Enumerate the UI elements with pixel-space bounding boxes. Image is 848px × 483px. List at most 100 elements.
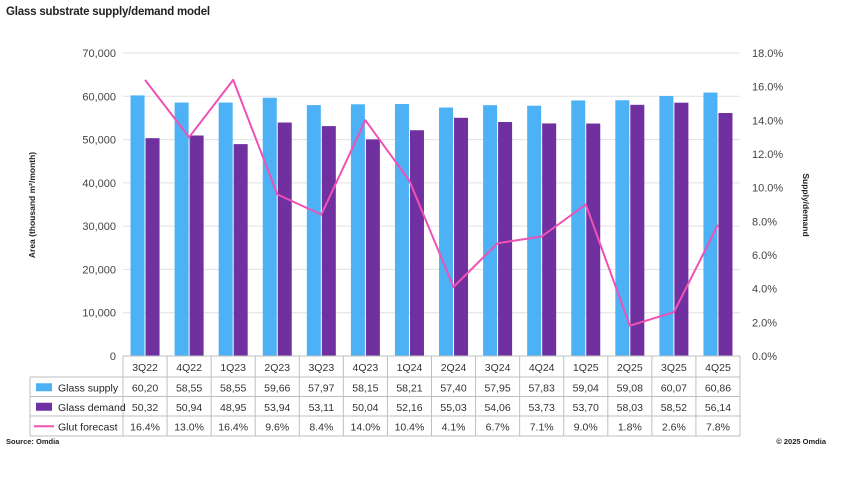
data-label: 58,15 bbox=[352, 382, 378, 394]
bar-glass-demand bbox=[586, 123, 601, 356]
copyright-note: © 2025 Omdia bbox=[776, 437, 826, 446]
y2-tick-label: 4.0% bbox=[752, 284, 777, 296]
bar-glass-demand bbox=[674, 102, 689, 356]
data-label: 59,04 bbox=[573, 382, 599, 394]
bar-glass-demand bbox=[498, 121, 513, 356]
bar-glass-demand bbox=[189, 135, 204, 356]
bar-glass-supply bbox=[527, 105, 542, 356]
y2-tick-label: 6.0% bbox=[752, 250, 777, 262]
bar-glass-supply bbox=[218, 102, 233, 357]
data-label: 58,55 bbox=[220, 382, 246, 394]
y-tick-label: 30,000 bbox=[82, 221, 116, 233]
y-tick-label: 10,000 bbox=[82, 308, 116, 320]
bar-glass-supply bbox=[483, 105, 498, 356]
data-label: 53,73 bbox=[529, 402, 555, 414]
y2-tick-label: 10.0% bbox=[752, 183, 783, 195]
legend-glut-forecast-label: Glut forecast bbox=[58, 421, 118, 433]
x-tick-label: 3Q23 bbox=[308, 362, 334, 374]
data-label: 57,97 bbox=[308, 382, 334, 394]
x-tick-label: 4Q24 bbox=[529, 362, 555, 374]
data-label: 50,32 bbox=[132, 402, 158, 414]
legend-glass-supply-key bbox=[36, 383, 52, 392]
bar-glass-demand bbox=[145, 138, 160, 356]
data-label: 53,94 bbox=[264, 402, 290, 414]
y2-tick-label: 12.0% bbox=[752, 149, 783, 161]
bar-glass-supply bbox=[394, 104, 409, 356]
x-tick-label: 3Q22 bbox=[132, 362, 158, 374]
data-label: 60,20 bbox=[132, 382, 158, 394]
data-label: 53,70 bbox=[573, 402, 599, 414]
data-label: 2.6% bbox=[662, 421, 686, 433]
data-label: 10.4% bbox=[395, 421, 425, 433]
bar-glass-supply bbox=[615, 100, 630, 356]
x-tick-label: 4Q25 bbox=[705, 362, 731, 374]
data-label: 7.8% bbox=[706, 421, 730, 433]
y-tick-label: 50,000 bbox=[82, 135, 116, 147]
data-label: 58,52 bbox=[661, 402, 687, 414]
y2-tick-label: 16.0% bbox=[752, 82, 783, 94]
x-tick-label: 4Q23 bbox=[353, 362, 379, 374]
data-label: 50,94 bbox=[176, 402, 202, 414]
data-label: 56,14 bbox=[705, 402, 731, 414]
legend-glass-demand-label: Glass demand bbox=[58, 402, 126, 414]
y-tick-label: 60,000 bbox=[82, 91, 116, 103]
y-tick-label: 40,000 bbox=[82, 178, 116, 190]
data-label: 52,16 bbox=[396, 402, 422, 414]
data-label: 7.1% bbox=[530, 421, 554, 433]
data-label: 9.0% bbox=[574, 421, 598, 433]
data-label: 58,21 bbox=[396, 382, 422, 394]
bar-glass-demand bbox=[277, 122, 292, 357]
y-tick-label: 0 bbox=[110, 351, 116, 363]
x-tick-label: 2Q24 bbox=[441, 362, 467, 374]
x-tick-label: 2Q25 bbox=[617, 362, 643, 374]
data-label: 4.1% bbox=[442, 421, 466, 433]
bar-glass-supply bbox=[306, 105, 321, 356]
bar-glass-supply bbox=[350, 104, 365, 356]
data-label: 8.4% bbox=[309, 421, 333, 433]
data-label: 58,55 bbox=[176, 382, 202, 394]
data-label: 60,07 bbox=[661, 382, 687, 394]
data-label: 57,95 bbox=[484, 382, 510, 394]
bar-glass-supply bbox=[659, 95, 674, 356]
data-label: 16.4% bbox=[218, 421, 248, 433]
data-label: 48,95 bbox=[220, 402, 246, 414]
y2-tick-label: 18.0% bbox=[752, 48, 783, 60]
data-label: 14.0% bbox=[351, 421, 381, 433]
data-label: 16.4% bbox=[130, 421, 160, 433]
x-tick-label: 4Q22 bbox=[176, 362, 202, 374]
bar-glass-demand bbox=[454, 117, 469, 357]
bar-glass-supply bbox=[174, 102, 189, 357]
bar-glass-supply bbox=[571, 100, 586, 357]
y2-tick-label: 14.0% bbox=[752, 115, 783, 127]
data-label: 50,04 bbox=[352, 402, 378, 414]
line-glut-forecast bbox=[144, 78, 719, 327]
bar-glass-supply bbox=[262, 97, 277, 356]
bar-glass-demand bbox=[233, 144, 248, 356]
legend-glass-supply-label: Glass supply bbox=[58, 382, 119, 394]
data-label: 6.7% bbox=[486, 421, 510, 433]
data-label: 57,83 bbox=[529, 382, 555, 394]
x-tick-label: 1Q25 bbox=[573, 362, 599, 374]
x-tick-label: 1Q23 bbox=[220, 362, 246, 374]
data-label: 13.0% bbox=[174, 421, 204, 433]
y-tick-label: 20,000 bbox=[82, 264, 116, 276]
y2-tick-label: 0.0% bbox=[752, 351, 777, 363]
data-label: 59,08 bbox=[617, 382, 643, 394]
source-note: Source: Omdia bbox=[6, 437, 60, 446]
bar-glass-demand bbox=[321, 126, 336, 356]
legend-glass-demand-key bbox=[36, 402, 52, 411]
data-label: 9.6% bbox=[265, 421, 289, 433]
bar-glass-supply bbox=[703, 92, 718, 356]
x-tick-label: 1Q24 bbox=[397, 362, 423, 374]
bar-glass-supply bbox=[130, 95, 145, 357]
data-label: 59,66 bbox=[264, 382, 290, 394]
y-tick-label: 70,000 bbox=[82, 48, 116, 60]
x-tick-label: 3Q24 bbox=[485, 362, 511, 374]
data-label: 53,11 bbox=[309, 402, 335, 414]
bar-glass-demand bbox=[718, 112, 733, 356]
bar-glass-demand bbox=[542, 123, 557, 356]
x-tick-label: 3Q25 bbox=[661, 362, 687, 374]
bar-glass-demand bbox=[365, 139, 380, 356]
bar-glass-demand bbox=[409, 130, 424, 356]
